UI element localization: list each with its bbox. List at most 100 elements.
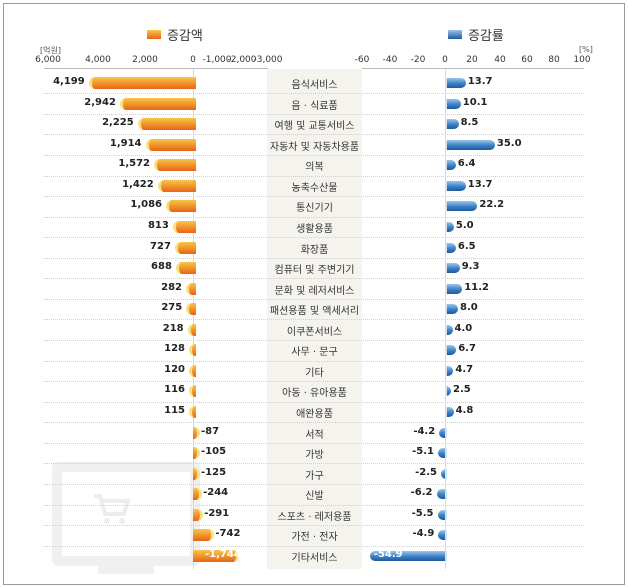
left-tick: 4,000 bbox=[85, 55, 111, 65]
grid-line bbox=[44, 298, 584, 300]
amount-bar bbox=[175, 262, 196, 274]
amount-bar bbox=[186, 282, 196, 295]
amount-bar bbox=[193, 549, 240, 562]
amount-value: 813 bbox=[147, 219, 169, 231]
amount-bar bbox=[154, 159, 196, 172]
grid-line bbox=[44, 442, 584, 444]
left-tick: -3,000 bbox=[253, 55, 283, 65]
category-label: 통신기기 bbox=[296, 203, 333, 215]
monitor-stand-icon bbox=[98, 566, 154, 574]
left-tick: -2,000 bbox=[227, 55, 257, 65]
category-label: 서적 bbox=[305, 429, 324, 441]
rate-value: 13.7 bbox=[467, 76, 493, 87]
category-label: 농축수산물 bbox=[291, 182, 338, 194]
rate-value: 35.0 bbox=[496, 137, 522, 149]
rate-value: 8.0 bbox=[460, 302, 478, 314]
left-tick: 0 bbox=[190, 55, 196, 65]
rate-bar bbox=[445, 180, 466, 191]
amount-value: 1,572 bbox=[118, 158, 150, 170]
rate-bar bbox=[445, 407, 454, 417]
rate-value: -54.9 bbox=[373, 548, 403, 560]
rate-value: 6.4 bbox=[457, 158, 476, 170]
rate-bar bbox=[445, 221, 454, 232]
grid-line bbox=[44, 237, 584, 239]
amount-bar bbox=[193, 488, 203, 501]
rate-value: -4.9 bbox=[412, 528, 435, 540]
rate-value: 2.5 bbox=[453, 384, 471, 396]
amount-bar bbox=[193, 467, 200, 480]
grid-line bbox=[44, 340, 584, 341]
grid-line bbox=[44, 381, 584, 383]
rate-bar bbox=[439, 427, 447, 438]
rate-bar bbox=[445, 242, 456, 253]
left-tick: 2,000 bbox=[132, 55, 158, 65]
amount-value: -125 bbox=[201, 466, 227, 478]
category-label: 애완용품 bbox=[296, 409, 333, 420]
amount-value: -742 bbox=[215, 528, 241, 540]
rate-value: 4.7 bbox=[455, 363, 474, 375]
amount-bar bbox=[119, 97, 196, 110]
rate-value: -5.5 bbox=[411, 507, 434, 519]
legend-left: 증감액 bbox=[147, 25, 203, 44]
category-label: 생활용품 bbox=[296, 223, 333, 235]
grid-line bbox=[44, 545, 584, 547]
grid-line bbox=[44, 196, 584, 198]
amount-bar bbox=[193, 508, 204, 521]
grid-line bbox=[44, 155, 584, 156]
category-band bbox=[267, 69, 362, 569]
amount-bar bbox=[189, 364, 196, 377]
grid-line bbox=[44, 483, 584, 485]
amount-value: -244 bbox=[203, 487, 229, 499]
right-tick: -20 bbox=[410, 55, 426, 65]
shopping-cart-icon bbox=[94, 494, 131, 524]
amount-bar bbox=[174, 241, 196, 254]
rate-value: 4.0 bbox=[454, 322, 473, 334]
rate-value: 5.0 bbox=[455, 219, 474, 231]
rate-bar bbox=[445, 304, 458, 315]
rate-bar bbox=[445, 345, 457, 356]
amount-value: -105 bbox=[201, 446, 227, 458]
amount-value: 4,199 bbox=[53, 76, 85, 87]
amount-value: -291 bbox=[204, 507, 230, 519]
left-tick: 6,000 bbox=[35, 55, 61, 65]
category-label: 아동 · 유아용품 bbox=[282, 388, 347, 400]
grid-line bbox=[44, 113, 584, 115]
rate-value: 10.1 bbox=[462, 96, 488, 108]
amount-bar bbox=[157, 179, 196, 192]
amount-value: 1,086 bbox=[130, 199, 162, 211]
rate-bar bbox=[436, 489, 447, 500]
left-axis-unit: [억원] bbox=[40, 46, 61, 55]
amount-bar bbox=[172, 220, 196, 233]
category-label: 화장품 bbox=[300, 244, 329, 256]
category-label: 스포츠 · 레저용품 bbox=[277, 511, 352, 523]
amount-bar bbox=[145, 138, 196, 151]
amount-value: 282 bbox=[161, 281, 182, 293]
category-label: 패션용품 및 액세서리 bbox=[269, 306, 360, 318]
right-tick: 0 bbox=[442, 55, 448, 65]
grid-line bbox=[44, 360, 584, 362]
grid-line bbox=[44, 257, 584, 259]
category-label: 이쿠폰서비스 bbox=[286, 326, 343, 338]
rate-bar bbox=[445, 160, 456, 171]
rate-value: 6.7 bbox=[458, 343, 476, 355]
amount-value: -1,744 bbox=[205, 548, 241, 560]
category-label: 사무 · 문구 bbox=[291, 347, 338, 359]
rate-bar bbox=[445, 283, 463, 294]
rate-bar bbox=[445, 78, 466, 88]
category-label: 문화 및 레저서비스 bbox=[274, 285, 355, 297]
category-label: 음 · 식료품 bbox=[291, 100, 338, 112]
amount-bar bbox=[193, 529, 215, 542]
grid-line bbox=[44, 93, 584, 95]
right-tick: 40 bbox=[494, 55, 506, 65]
right-tick: 20 bbox=[466, 55, 478, 65]
amount-value: 115 bbox=[164, 405, 185, 416]
category-label: 가전 · 전자 bbox=[291, 532, 338, 544]
rate-value: 8.5 bbox=[460, 117, 479, 129]
right-tick: 60 bbox=[521, 55, 533, 65]
grid-line bbox=[44, 319, 584, 321]
legend-left-label: 증감액 bbox=[167, 29, 203, 44]
grid-line bbox=[44, 463, 584, 465]
category-label: 음식서비스 bbox=[291, 80, 338, 91]
amount-bar bbox=[186, 303, 196, 316]
rate-bar bbox=[441, 468, 447, 479]
